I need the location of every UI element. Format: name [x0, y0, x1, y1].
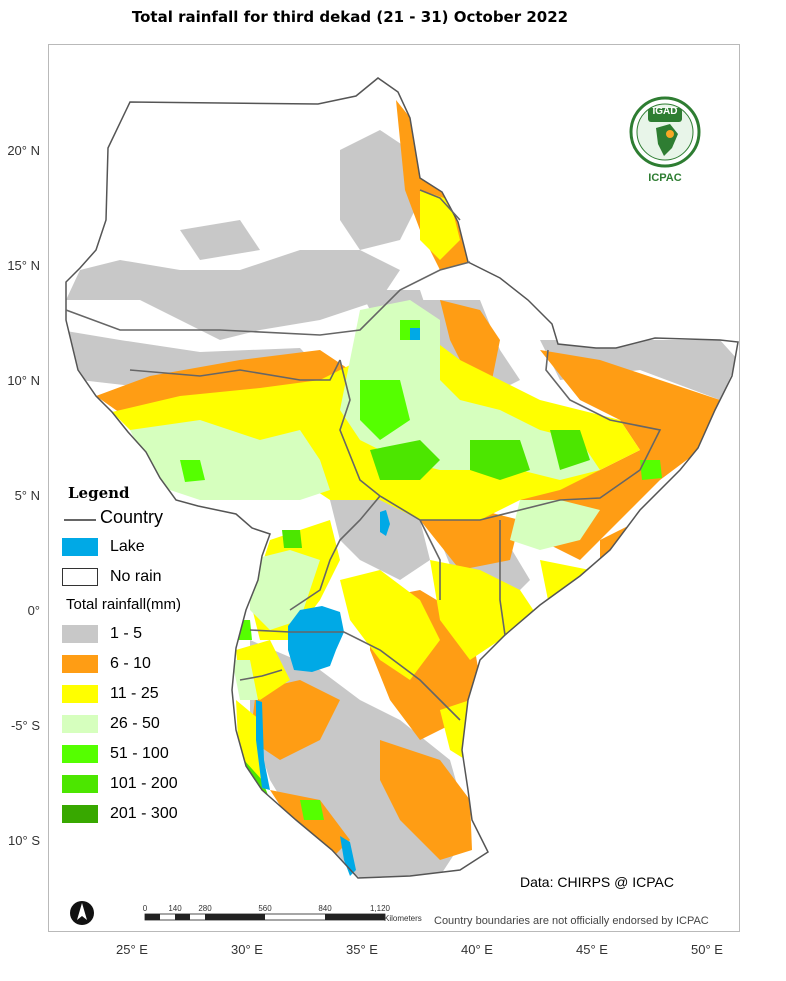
lon-label: 30° E: [231, 942, 263, 957]
legend-class: 1 - 5: [62, 619, 242, 649]
legend-class: 26 - 50: [62, 709, 242, 739]
lon-label: 40° E: [461, 942, 493, 957]
legend-class-label: 1 - 5: [110, 625, 143, 642]
legend: Legend Country Lake No rain Total rainfa…: [62, 484, 242, 829]
legend-no-rain: No rain: [62, 562, 242, 592]
legend-title: Legend: [68, 484, 130, 502]
legend-swatch: [62, 625, 98, 643]
lat-label: 10° N: [7, 373, 40, 388]
data-credit: Data: CHIRPS @ ICPAC: [520, 874, 674, 890]
legend-class-label: 11 - 25: [110, 685, 159, 702]
map-frame: [48, 44, 740, 932]
legend-swatch: [62, 775, 98, 793]
country-boundaries: [65, 189, 662, 721]
legend-swatch: [62, 685, 98, 703]
boundary-note: Country boundaries are not officially en…: [434, 915, 709, 927]
legend-class-label: 201 - 300: [110, 805, 178, 822]
lake-tana: [410, 328, 420, 340]
legend-swatch: [62, 745, 98, 763]
legend-swatch: [62, 805, 98, 823]
lon-label: 50° E: [691, 942, 723, 957]
lon-label: 45° E: [576, 942, 608, 957]
no-rain-swatch: [62, 568, 98, 586]
lake-turkana: [380, 510, 390, 536]
lat-label: 0°: [27, 603, 40, 618]
legend-country: Country: [62, 502, 242, 532]
legend-lake: Lake: [62, 532, 242, 562]
legend-rainfall-heading: Total rainfall(mm): [66, 596, 182, 613]
legend-class: 6 - 10: [62, 649, 242, 679]
legend-classes: 1 - 5 6 - 10 11 - 25 26 - 50 51 - 100 101 - 2…: [62, 619, 242, 829]
igad-icpac-logo: IGAD ICPAC: [626, 94, 704, 190]
legend-swatch: [62, 715, 98, 733]
logo-text-igad: IGAD: [652, 106, 678, 117]
legend-swatch: [62, 655, 98, 673]
legend-class: 201 - 300: [62, 799, 242, 829]
scale-unit: Kilometers: [384, 914, 422, 923]
logo-text-icpac: ICPAC: [648, 172, 682, 184]
lake-malawi: [340, 836, 356, 876]
legend-class-label: 51 - 100: [110, 745, 169, 762]
legend-class-label: 101 - 200: [110, 775, 178, 792]
lat-label: 10° S: [8, 833, 40, 848]
lat-label: 15° N: [7, 258, 40, 273]
legend-class: 101 - 200: [62, 769, 242, 799]
legend-class: 51 - 100: [62, 739, 242, 769]
map-title: Total rainfall for third dekad (21 - 31)…: [131, 8, 569, 26]
legend-class-label: 26 - 50: [110, 715, 160, 732]
legend-class-label: 6 - 10: [110, 655, 151, 672]
lake-victoria: [288, 606, 344, 672]
lat-label: 5° N: [14, 488, 40, 503]
lat-label: -5° S: [10, 718, 40, 733]
lake-swatch: [62, 538, 98, 556]
rainfall-classes: [66, 100, 738, 878]
lake-tanganyika: [256, 700, 270, 790]
lon-label: 25° E: [116, 942, 148, 957]
lat-label: 20° N: [7, 143, 40, 158]
legend-class: 11 - 25: [62, 679, 242, 709]
country-line-icon: [64, 519, 96, 521]
lon-label: 35° E: [346, 942, 378, 957]
